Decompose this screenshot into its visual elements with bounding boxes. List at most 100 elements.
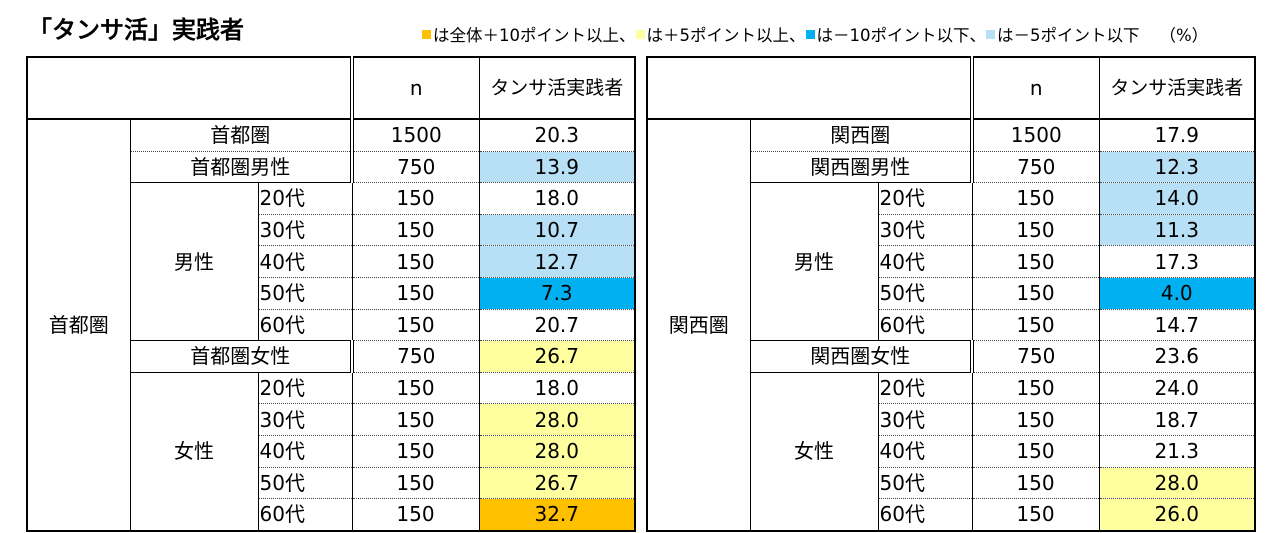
table-row: 40代 150 12.7 xyxy=(27,245,635,278)
legend-text-minus5: は－5ポイント以下 xyxy=(997,26,1140,45)
age-label: 30代 xyxy=(258,403,353,436)
age-label: 60代 xyxy=(258,498,353,531)
total-value: 17.9 xyxy=(1099,119,1255,152)
age-label: 30代 xyxy=(258,214,353,247)
table-row: 女性 20代 150 18.0 xyxy=(27,372,635,531)
legend-text-minus10: は－10ポイント以下、 xyxy=(816,26,987,45)
table-header-row: n タンサ活実践者 xyxy=(27,57,635,120)
group-label: 首都圏男性 xyxy=(130,151,354,184)
table-row: 30代 150 10.7 xyxy=(27,214,635,247)
age-label: 50代 xyxy=(878,277,973,310)
table-row: 関西圏 関西圏 1500 17.9 xyxy=(647,119,1255,531)
age-value: 26.0 xyxy=(1099,498,1255,531)
legend-text-plus10: は全体＋10ポイント以上、 xyxy=(433,26,636,45)
age-label: 50代 xyxy=(878,467,973,500)
group-n: 750 xyxy=(352,340,480,373)
region-label: 首都圏 xyxy=(27,119,131,531)
age-label: 20代 xyxy=(258,182,353,215)
header-n: n xyxy=(352,57,480,120)
age-value: 7.3 xyxy=(479,277,635,310)
table-row: 関西圏女性 750 23.6 xyxy=(647,340,1255,373)
header-tansa: タンサ活実践者 xyxy=(479,57,635,120)
total-n: 1500 xyxy=(352,119,480,152)
table-kansai: n タンサ活実践者 関西圏 関西圏 1500 17.9 関西圏男性 750 12… xyxy=(646,56,1256,532)
total-label: 関西圏 xyxy=(750,119,974,152)
table-row: 30代 150 11.3 xyxy=(647,214,1255,247)
table-row: 50代 150 26.7 xyxy=(27,467,635,500)
age-n: 150 xyxy=(972,309,1100,342)
total-value: 20.3 xyxy=(479,119,635,152)
total-label: 首都圏 xyxy=(130,119,354,152)
table-row: 男性 20代 150 14.0 xyxy=(647,182,1255,342)
region-label: 関西圏 xyxy=(647,119,751,531)
table-row: 首都圏女性 750 26.7 xyxy=(27,340,635,373)
table-row: 50代 150 7.3 xyxy=(27,277,635,310)
age-value: 14.7 xyxy=(1099,309,1255,342)
age-value: 28.0 xyxy=(1099,467,1255,500)
age-n: 150 xyxy=(972,214,1100,247)
legend-swatch-plus10 xyxy=(422,29,431,39)
age-n: 150 xyxy=(352,498,480,531)
legend-swatch-minus10 xyxy=(805,29,815,39)
age-n: 150 xyxy=(972,372,1100,405)
age-value: 28.0 xyxy=(479,435,635,468)
age-n: 150 xyxy=(352,277,480,310)
group-label: 関西圏女性 xyxy=(750,340,974,373)
group-n: 750 xyxy=(352,151,480,184)
group-value: 26.7 xyxy=(479,340,635,373)
table-row: 50代 150 28.0 xyxy=(647,467,1255,500)
table-row: 関西圏男性 750 12.3 xyxy=(647,151,1255,184)
table-header-row: n タンサ活実践者 xyxy=(647,57,1255,120)
age-n: 150 xyxy=(972,277,1100,310)
header-tansa: タンサ活実践者 xyxy=(1099,57,1255,120)
age-n: 150 xyxy=(352,372,480,405)
age-n: 150 xyxy=(972,467,1100,500)
sex-label: 男性 xyxy=(130,182,259,342)
age-value: 18.7 xyxy=(1099,403,1255,436)
table-row: 50代 150 4.0 xyxy=(647,277,1255,310)
table-row: 60代 150 20.7 xyxy=(27,309,635,342)
table-row: 60代 150 14.7 xyxy=(647,309,1255,342)
age-n: 150 xyxy=(352,309,480,342)
age-value: 10.7 xyxy=(479,214,635,247)
table-row: 40代 150 17.3 xyxy=(647,245,1255,278)
table-row: 60代 150 26.0 xyxy=(647,498,1255,531)
table-row: 女性 20代 150 24.0 xyxy=(647,372,1255,531)
group-label: 首都圏女性 xyxy=(130,340,354,373)
total-n: 1500 xyxy=(972,119,1100,152)
age-n: 150 xyxy=(972,403,1100,436)
page-title: 「タンサ活」実践者 xyxy=(28,16,244,44)
legend-text-plus5: は＋5ポイント以上、 xyxy=(646,26,806,45)
age-value: 4.0 xyxy=(1099,277,1255,310)
age-n: 150 xyxy=(972,498,1100,531)
unit-label: （%） xyxy=(1159,26,1209,45)
age-label: 50代 xyxy=(258,277,353,310)
age-n: 150 xyxy=(352,467,480,500)
age-label: 40代 xyxy=(878,245,973,278)
table-row: 男性 20代 150 18.0 xyxy=(27,182,635,342)
age-n: 150 xyxy=(352,403,480,436)
age-label: 20代 xyxy=(258,372,353,405)
sex-label: 女性 xyxy=(750,372,879,531)
age-value: 26.7 xyxy=(479,467,635,500)
age-value: 32.7 xyxy=(479,498,635,531)
table-row: 首都圏男性 750 13.9 xyxy=(27,151,635,184)
group-value: 23.6 xyxy=(1099,340,1255,373)
age-value: 18.0 xyxy=(479,372,635,405)
group-n: 750 xyxy=(972,151,1100,184)
age-n: 150 xyxy=(972,245,1100,278)
age-label: 30代 xyxy=(878,214,973,247)
age-n: 150 xyxy=(972,182,1100,215)
group-n: 750 xyxy=(972,340,1100,373)
age-value: 20.7 xyxy=(479,309,635,342)
sex-label: 女性 xyxy=(130,372,259,531)
header-blank xyxy=(647,57,974,120)
age-n: 150 xyxy=(352,245,480,278)
age-value: 21.3 xyxy=(1099,435,1255,468)
age-value: 12.7 xyxy=(479,245,635,278)
age-n: 150 xyxy=(352,182,480,215)
age-label: 60代 xyxy=(878,498,973,531)
age-label: 20代 xyxy=(878,372,973,405)
group-label: 関西圏男性 xyxy=(750,151,974,184)
age-value: 28.0 xyxy=(479,403,635,436)
